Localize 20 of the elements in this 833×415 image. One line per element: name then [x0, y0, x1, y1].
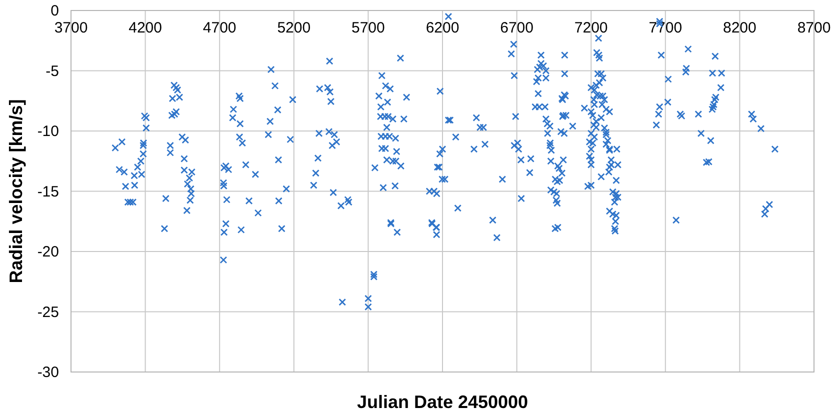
x-tick-label: 3700 — [54, 20, 88, 36]
x-tick-label: 5700 — [352, 20, 385, 36]
y-tick-label: -25 — [37, 304, 59, 321]
y-tick-label: -10 — [37, 123, 59, 140]
x-tick-label: 7700 — [648, 20, 682, 36]
x-tick-label: 4700 — [202, 20, 236, 36]
x-axis-title: Julian Date 2450000 — [356, 392, 528, 412]
y-tick-label: -15 — [37, 183, 59, 200]
y-tick-label: -5 — [46, 62, 59, 80]
x-tick-label: 8700 — [797, 20, 831, 36]
x-tick-label: 6200 — [426, 20, 460, 36]
x-tick-label: 6700 — [500, 20, 534, 36]
y-tick-label: -30 — [37, 364, 59, 381]
y-tick-label: -20 — [37, 244, 59, 260]
x-tick-label: 7200 — [574, 20, 608, 36]
x-tick-label: 5200 — [277, 20, 311, 36]
x-tick-label: 4200 — [128, 20, 162, 36]
x-tick-label: 8200 — [723, 20, 756, 36]
y-axis-title: Radial velocity [km/s] — [6, 99, 26, 284]
y-tick-label: 0 — [50, 2, 59, 20]
